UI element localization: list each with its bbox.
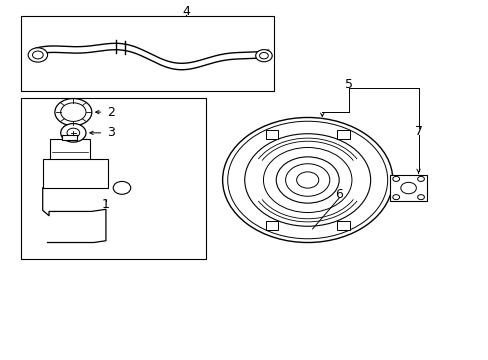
Bar [50,139,90,160]
Circle shape [392,176,399,181]
Text: 5: 5 [345,78,352,91]
Circle shape [227,121,387,239]
Text: 7: 7 [414,125,422,138]
Text: 4: 4 [182,5,190,18]
Circle shape [222,117,392,243]
Circle shape [417,176,424,181]
Circle shape [255,50,272,62]
Text: 2: 2 [107,105,115,119]
Bar [61,135,77,140]
Circle shape [259,53,268,59]
Circle shape [400,182,415,194]
Circle shape [55,99,92,126]
Text: 1: 1 [102,198,110,211]
Text: 3: 3 [107,126,115,139]
Circle shape [392,195,399,200]
Bar [336,221,349,230]
Circle shape [113,181,130,194]
Circle shape [296,172,318,188]
Circle shape [285,164,329,196]
Text: 6: 6 [335,188,343,201]
Bar [265,130,278,139]
Circle shape [244,134,370,226]
Circle shape [61,103,86,121]
Circle shape [28,48,47,62]
Bar [21,98,205,258]
Circle shape [67,128,80,138]
Bar [42,159,108,188]
Circle shape [32,51,43,59]
Bar [21,16,273,91]
Circle shape [417,195,424,200]
Bar [336,130,349,139]
Circle shape [276,157,339,203]
Circle shape [61,123,86,142]
Bar [265,221,278,230]
Circle shape [263,148,351,212]
Bar [389,175,426,202]
